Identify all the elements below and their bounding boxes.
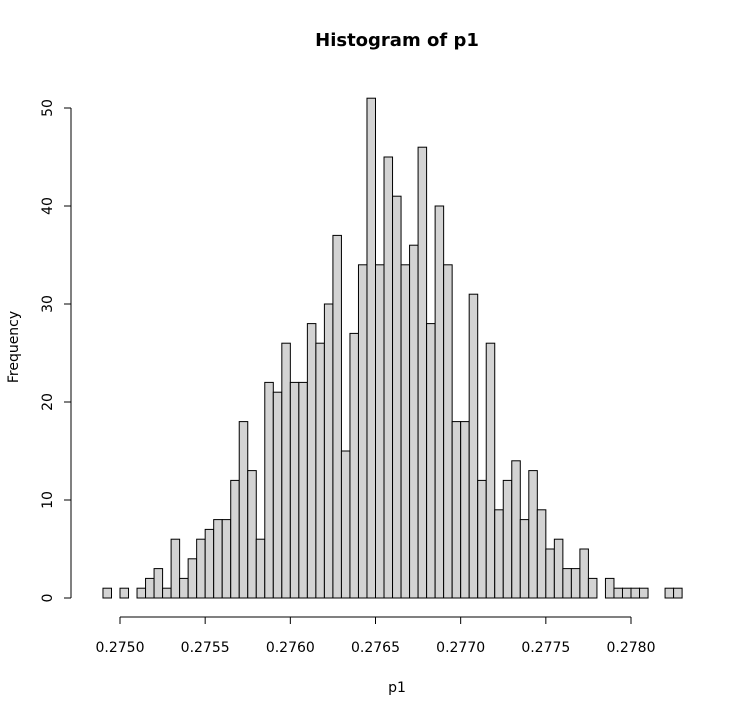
histogram-bar [289,381,300,599]
histogram-bar [511,460,521,599]
histogram-bar [383,156,394,599]
x-tick-label: 0.2765 [351,640,400,656]
chart-title: Histogram of p1 [315,30,479,51]
y-tick-label: 0 [40,594,56,603]
histogram-bar [349,332,359,599]
histogram-bar [494,509,504,599]
histogram-bar [613,587,623,599]
histogram-bar [528,470,538,599]
y-tick-label: 10 [40,491,56,509]
histogram-bar [281,342,291,599]
histogram-bar [477,479,487,599]
y-tick-label: 30 [40,295,56,313]
histogram-bar [162,587,172,599]
histogram-bar [255,538,266,599]
histogram-bar [170,538,181,599]
y-axis: 0 10 20 30 40 50 [40,99,72,603]
histogram-bar [673,587,683,599]
x-tick-label: 0.2775 [521,640,570,656]
histogram-bar [102,587,112,599]
histogram-bar [630,587,641,599]
x-tick-label: 0.2760 [266,640,315,656]
histogram-bar [536,509,547,599]
histogram-bar [221,519,232,599]
histogram-bar [621,587,632,599]
histogram-bar [145,577,155,599]
histogram-bar [366,97,377,599]
histogram-bar [545,548,555,599]
histogram-bar [187,558,198,599]
histogram-bar [664,587,675,599]
histogram-bar [392,195,402,599]
histogram-bar [179,577,189,599]
histogram-bar [604,577,615,599]
histogram-bar [272,391,283,599]
histogram-bar [485,342,496,599]
y-tick-label: 20 [40,393,56,411]
histogram-bar [400,264,411,599]
x-tick-label: 0.2770 [436,640,485,656]
x-tick-label: 0.2780 [607,640,656,656]
histogram-bar [238,421,249,599]
histogram-bar [587,577,598,599]
histogram-bar [562,568,572,599]
histogram-bar [357,264,368,599]
bars-group [102,97,683,599]
histogram-bar [434,205,445,599]
histogram-bar [230,479,240,599]
histogram-bar [426,323,436,599]
histogram-bar [409,244,419,599]
histogram-bar [153,568,164,599]
histogram-bar [264,381,274,599]
histogram-bar [213,519,223,599]
histogram-bar [417,146,428,599]
histogram-bar [306,323,317,599]
histogram-bar [570,568,581,599]
histogram-bar [579,548,589,599]
histogram-bar [204,528,215,599]
histogram-bar [639,587,649,599]
histogram-bar [502,479,513,599]
histogram-bar [196,538,206,599]
histogram-bar [340,450,351,599]
histogram-bar [375,264,385,599]
histogram-bar [468,293,479,599]
y-tick-label: 40 [40,197,56,215]
x-axis-label: p1 [388,680,406,696]
histogram-bar [323,303,334,599]
histogram-bar [136,587,147,599]
histogram-bar [315,342,325,599]
x-tick-label: 0.2750 [96,640,145,656]
x-axis: 0.2750 0.2755 0.2760 0.2765 0.2770 0.2775 0.27… [96,616,656,656]
histogram-bar [553,538,564,599]
histogram-bar [443,264,453,599]
histogram-bar [247,470,257,599]
histogram-bar [332,234,342,599]
y-axis-label: Frequency [6,311,22,383]
histogram-bar [460,421,470,599]
histogram-bar [451,421,462,599]
x-tick-label: 0.2755 [181,640,230,656]
histogram-bar [298,381,308,599]
histogram-bar [119,587,130,599]
histogram-bar [519,519,530,599]
y-tick-label: 50 [40,99,56,117]
